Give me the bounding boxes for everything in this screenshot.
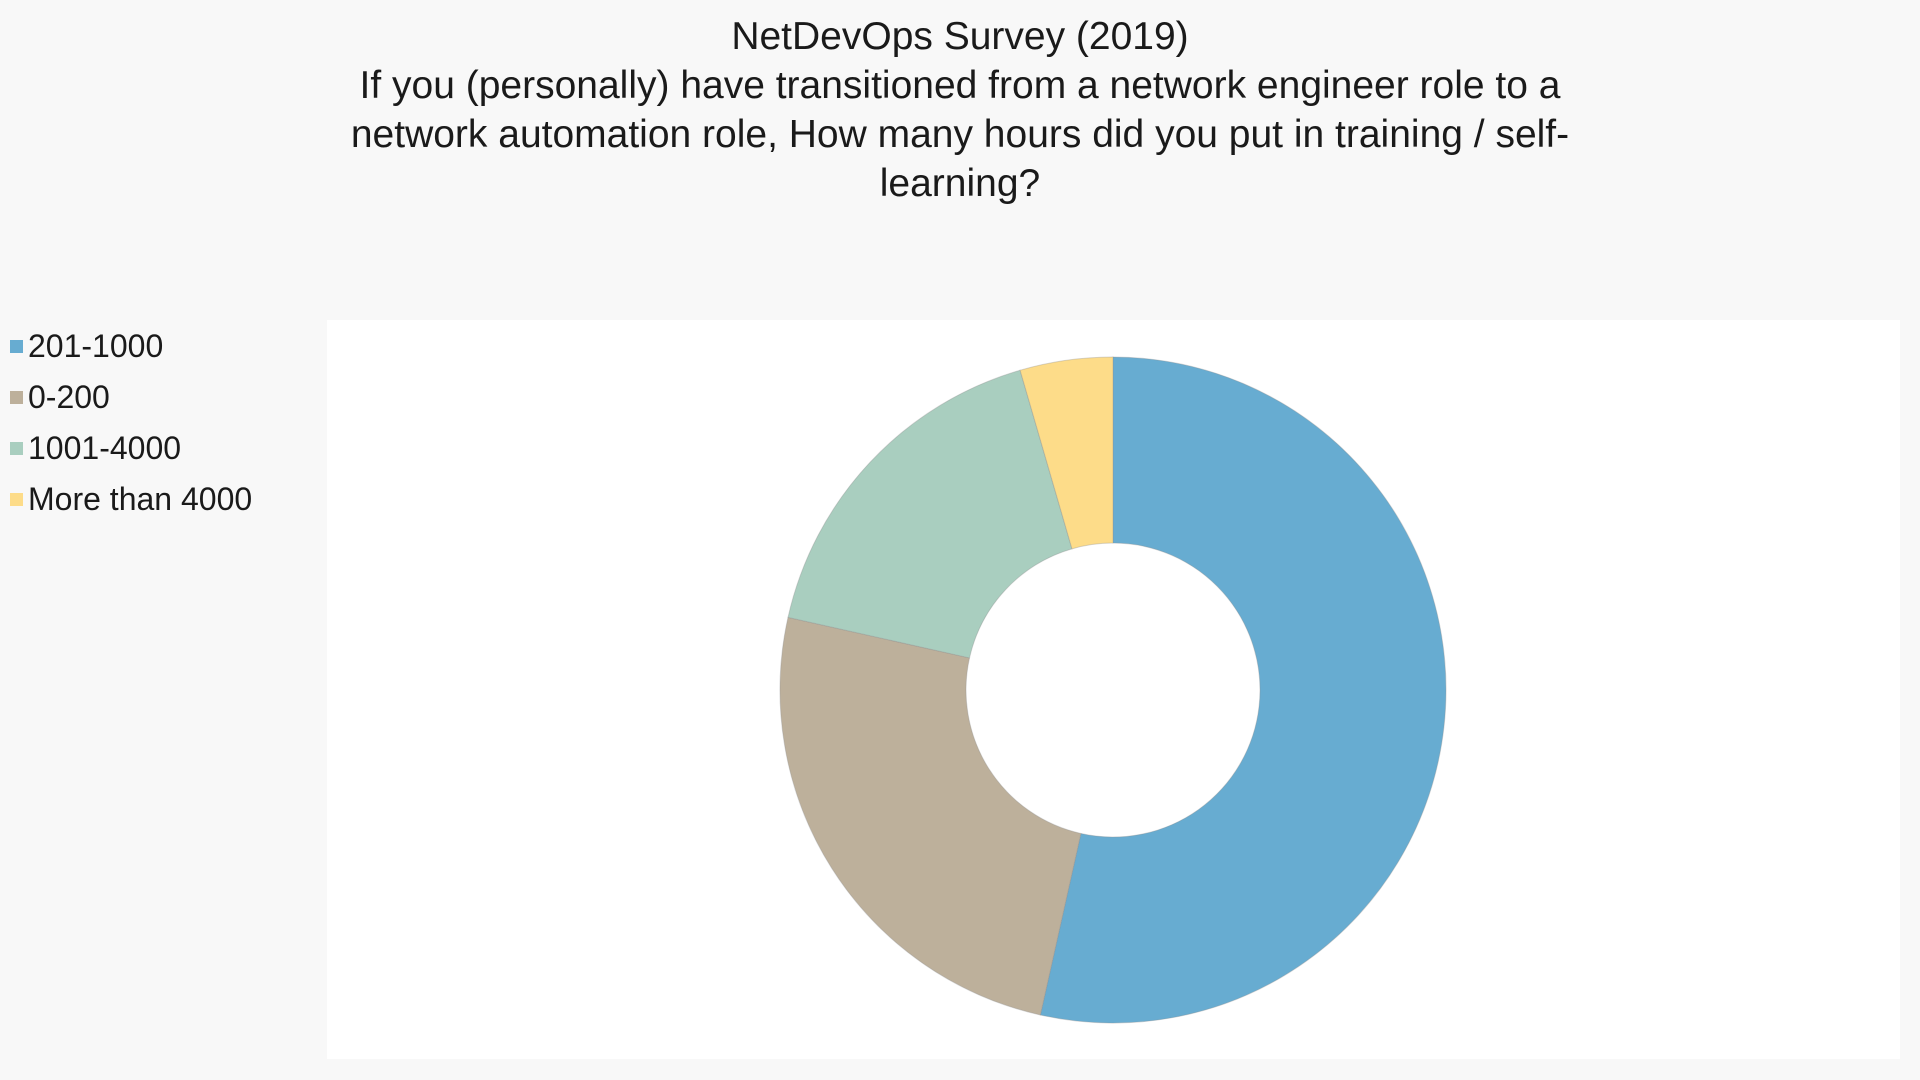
donut-slice[interactable] xyxy=(787,369,1073,659)
legend-swatch xyxy=(10,340,23,353)
chart-title: NetDevOps Survey (2019) xyxy=(731,15,1189,58)
legend: 201-1000 0-200 1001-4000 More than 4000 xyxy=(10,321,252,525)
chart-subtitle: If you (personally) have transitioned fr… xyxy=(350,64,1570,205)
legend-swatch xyxy=(10,493,23,506)
chart-header: NetDevOps Survey (2019) If you (personal… xyxy=(320,12,1600,208)
legend-label: 0-200 xyxy=(28,379,110,415)
legend-item[interactable]: More than 4000 xyxy=(10,474,252,525)
donut-slice[interactable] xyxy=(1019,356,1114,550)
legend-label: More than 4000 xyxy=(28,481,253,517)
legend-item[interactable]: 1001-4000 xyxy=(10,423,252,474)
legend-label: 1001-4000 xyxy=(28,430,182,466)
legend-item[interactable]: 0-200 xyxy=(10,372,252,423)
legend-swatch xyxy=(10,391,23,404)
donut-slice[interactable] xyxy=(1039,356,1447,1024)
donut-slice[interactable] xyxy=(779,616,1082,1016)
legend-swatch xyxy=(10,442,23,455)
plot-area xyxy=(327,320,1900,1059)
legend-item[interactable]: 201-1000 xyxy=(10,321,252,372)
legend-label: 201-1000 xyxy=(28,328,164,364)
donut-chart xyxy=(779,356,1447,1024)
